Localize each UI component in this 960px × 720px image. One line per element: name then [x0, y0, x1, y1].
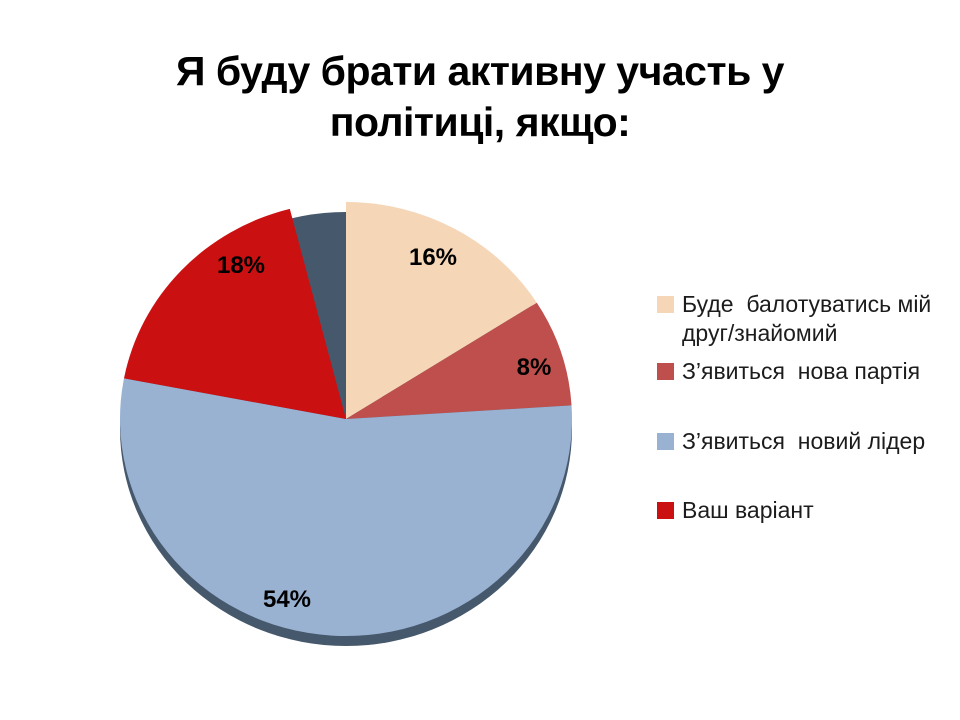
slide-title: Я буду брати активну участь у політиці, … — [0, 46, 960, 148]
pie-label-16%: 16% — [408, 244, 458, 271]
slide-title-line1: Я буду брати активну участь у — [176, 48, 784, 94]
pie-slice-16% — [346, 202, 537, 419]
pie-label-8%: 8% — [516, 354, 552, 381]
pie-slice-18% — [124, 208, 346, 419]
slide-title-line2: політиці, якщо: — [329, 99, 631, 145]
pie-label-54%: 54% — [262, 586, 312, 613]
pie-slice-8% — [346, 302, 572, 419]
pie-label-18%: 18% — [216, 252, 266, 279]
pie-slice-54% — [119, 378, 572, 637]
